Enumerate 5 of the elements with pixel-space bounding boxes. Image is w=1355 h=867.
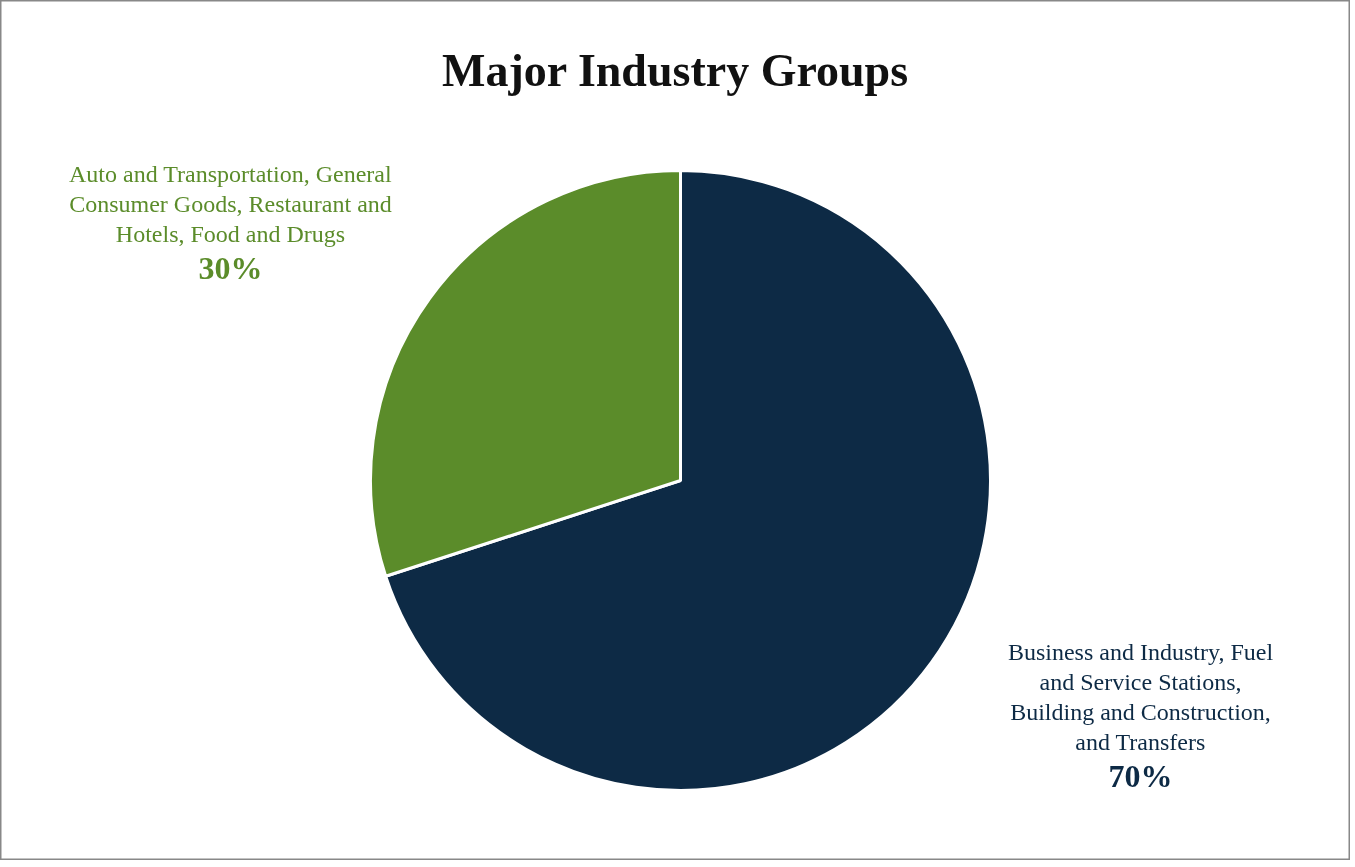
chart-title: Major Industry Groups [442,45,909,96]
data-label: 30% [198,249,263,286]
slice-label: Business and Industry, Fuel and Service Stations, Building and Construction, and Transfers [1007,639,1274,756]
data-label: 70% [1108,758,1173,795]
slice-label: Auto and Transportation, General Consumer Goods, Restaurant and Hotels, Food and Drugs [68,160,392,247]
